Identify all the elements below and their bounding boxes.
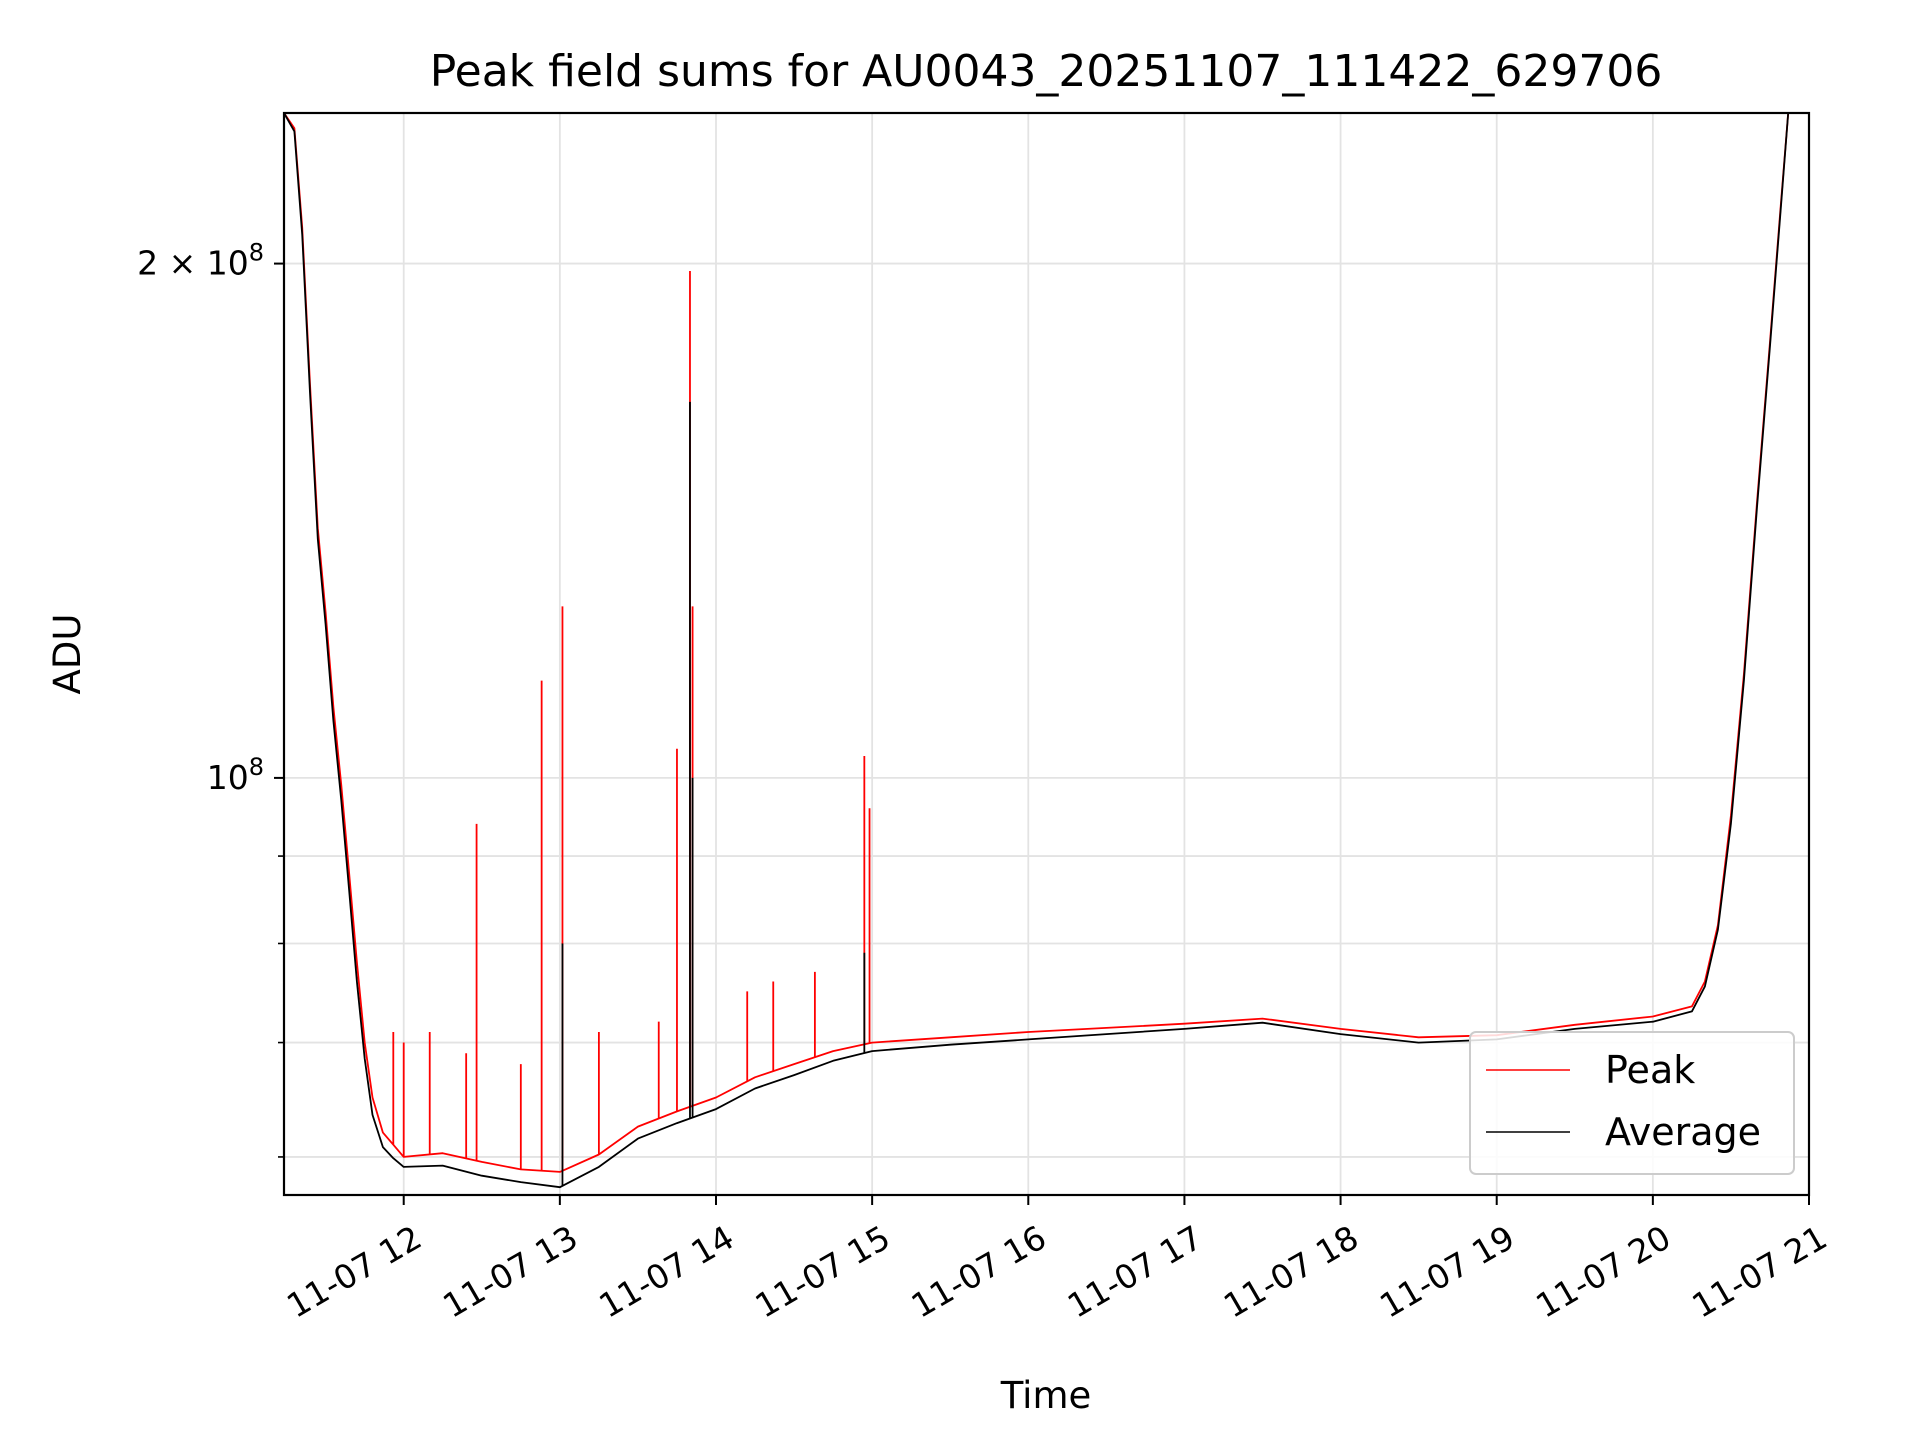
plot-frame [282,111,1811,1197]
series-line-average [283,112,1790,1189]
series-average [283,112,1790,1189]
legend: Peak Average [1469,1031,1795,1175]
y-tick-label: 2 × 108 [137,239,264,283]
legend-label-average: Average [1605,1110,1761,1154]
y-tick-label: 108 [207,753,264,797]
chart-title: Peak field sums for AU0043_20251107_1114… [430,46,1663,97]
series-line-peak [283,112,1790,1173]
x-axis-label: Time [1000,1374,1092,1417]
legend-label-peak: Peak [1605,1048,1695,1092]
grid-layer [284,113,1810,1195]
legend-box [1469,1031,1795,1175]
y-axis-label: ADU [46,614,89,695]
series-layer [283,112,1790,1189]
